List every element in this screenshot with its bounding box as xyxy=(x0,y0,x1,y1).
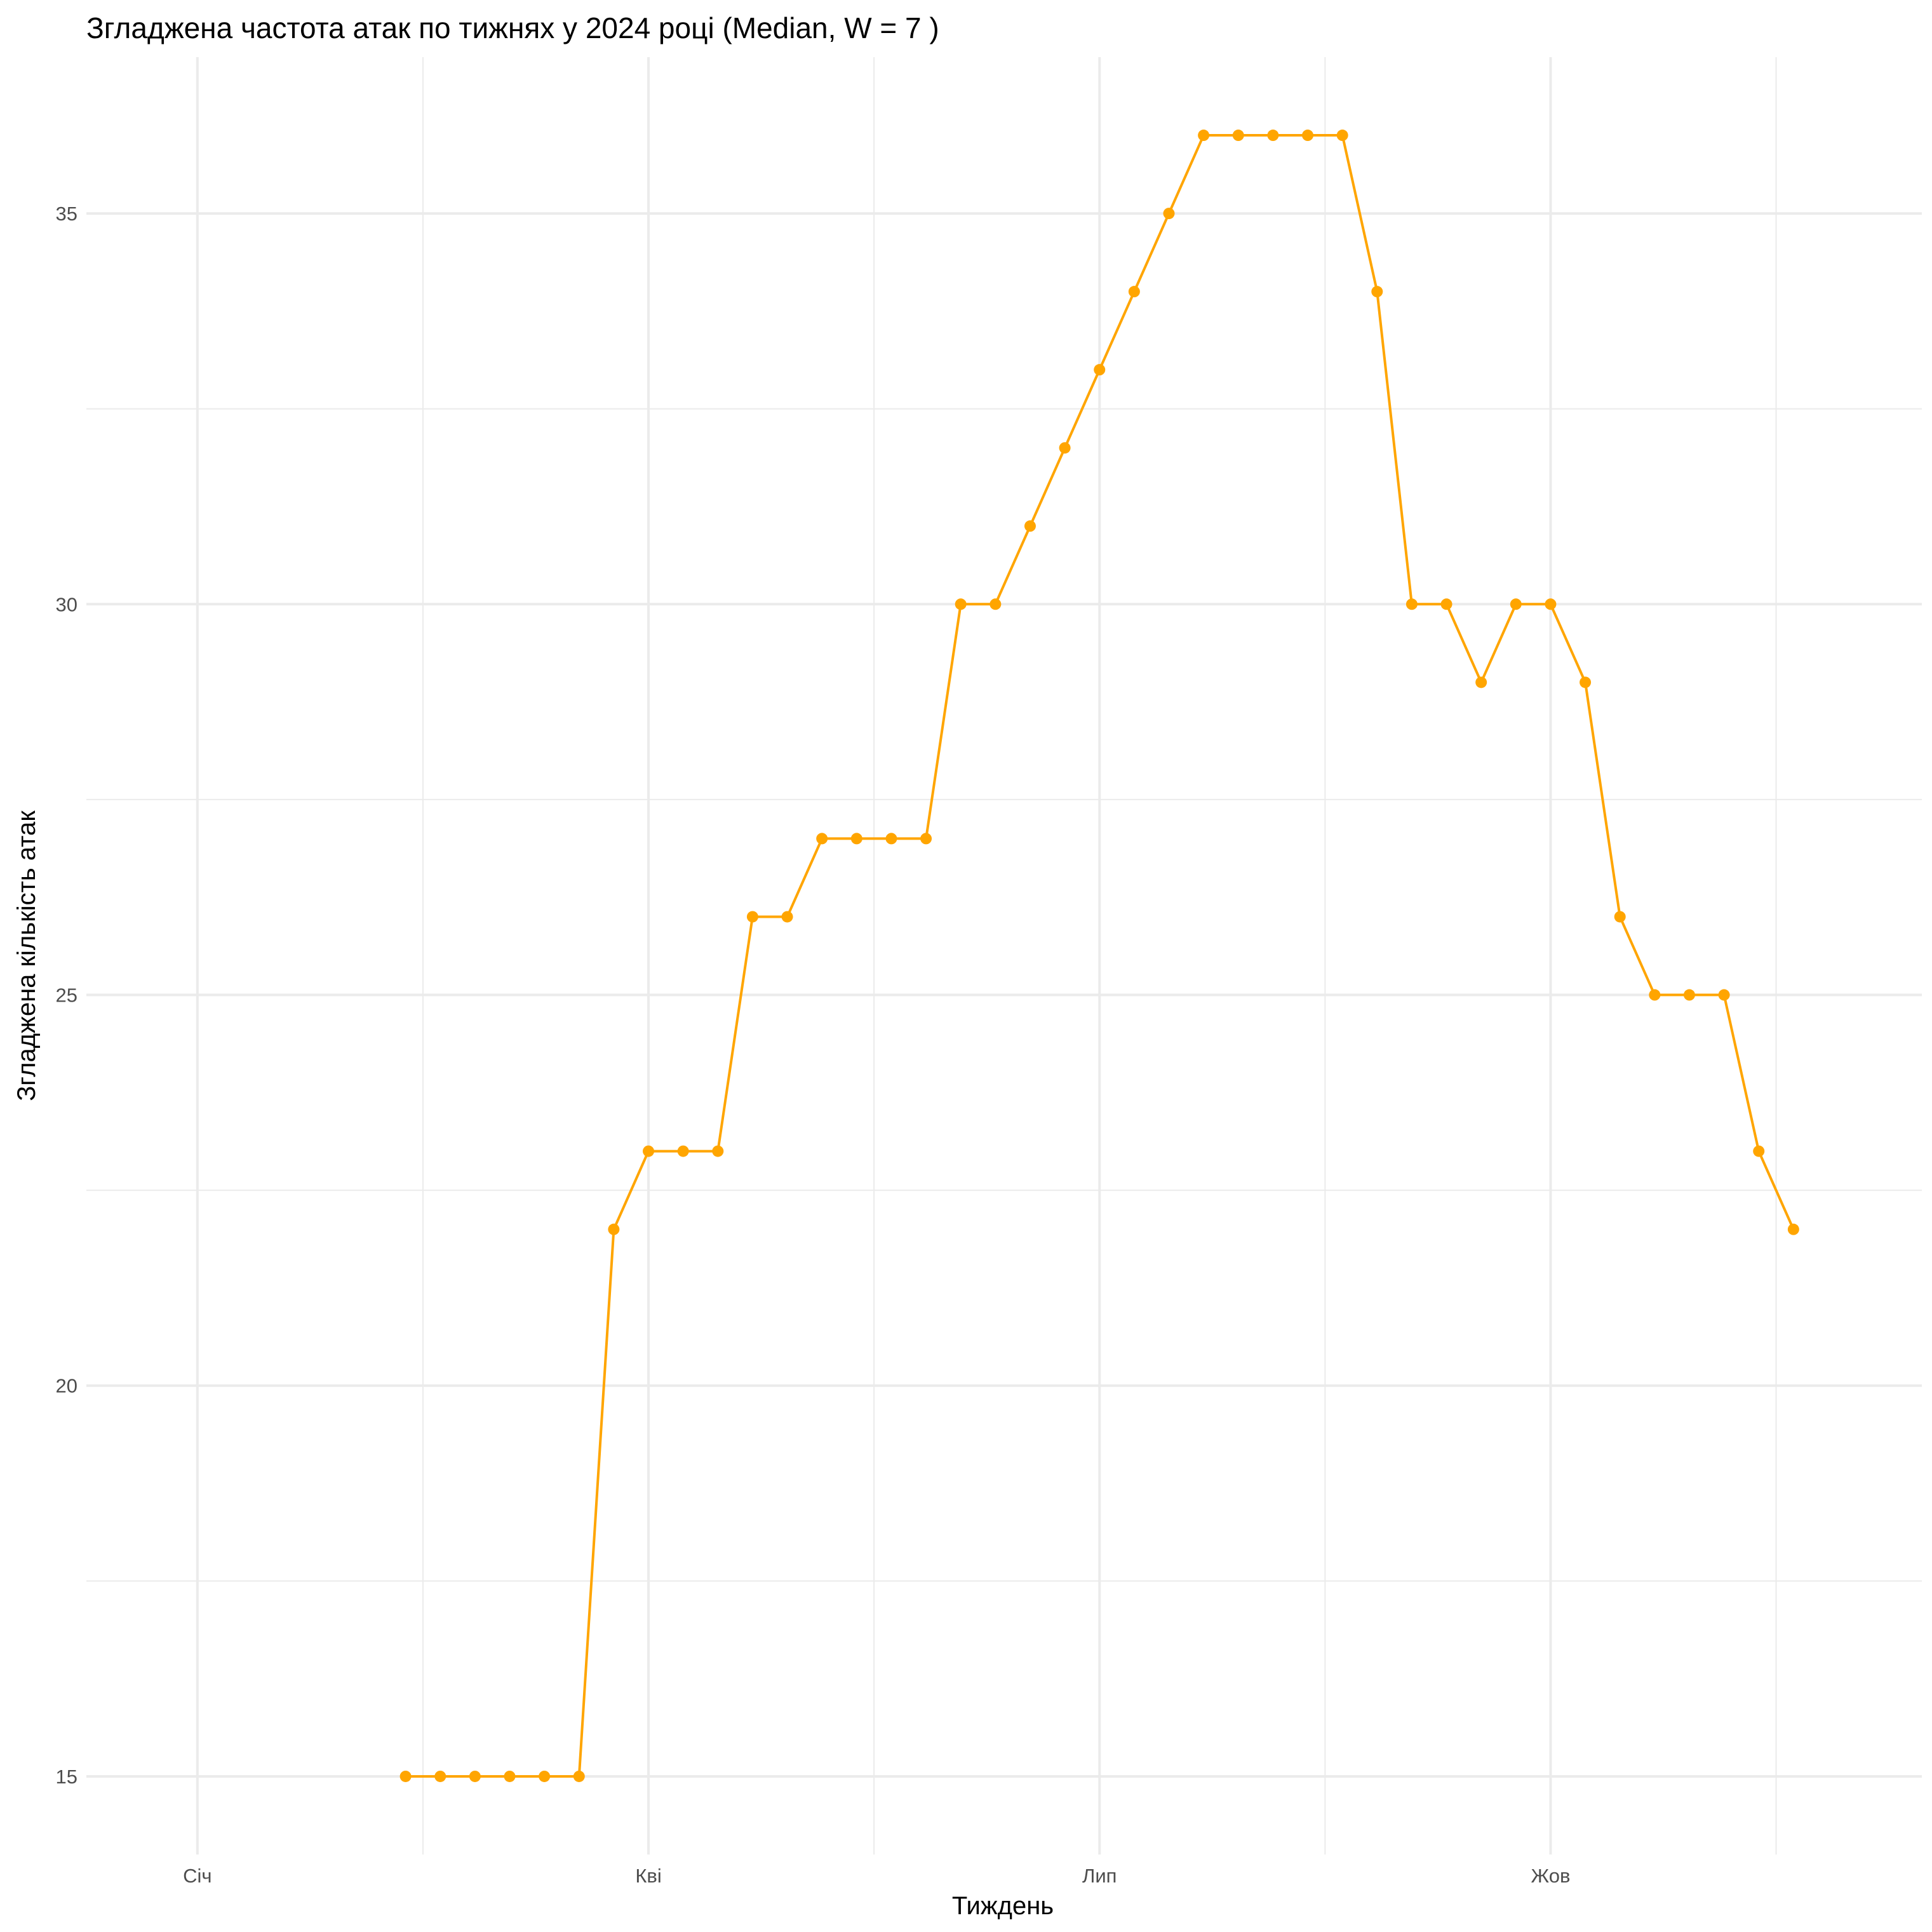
x-axis-ticks: Січ Кві Лип Жов xyxy=(183,1865,1570,1887)
data-point xyxy=(1580,676,1592,688)
data-point xyxy=(1198,130,1210,142)
data-point xyxy=(1371,286,1383,298)
data-point xyxy=(1336,130,1348,142)
data-point xyxy=(1267,130,1279,142)
y-tick-label: 35 xyxy=(56,203,77,225)
x-tick-label: Січ xyxy=(183,1865,211,1887)
x-tick-label: Жов xyxy=(1531,1865,1570,1887)
data-point xyxy=(1545,598,1557,610)
data-point xyxy=(1475,676,1487,688)
data-point xyxy=(1683,989,1695,1001)
data-point xyxy=(677,1145,689,1157)
data-point xyxy=(1405,598,1418,610)
data-point xyxy=(1649,989,1661,1001)
data-point xyxy=(1094,364,1106,376)
data-point xyxy=(504,1770,516,1782)
data-point xyxy=(1163,208,1175,220)
x-tick-label: Лип xyxy=(1082,1865,1117,1887)
data-point xyxy=(1614,911,1626,923)
data-point xyxy=(1024,520,1036,532)
grid xyxy=(86,57,1922,1855)
data-point xyxy=(1787,1223,1799,1235)
y-axis-ticks: 15 20 25 30 35 xyxy=(56,203,77,1788)
data-point xyxy=(643,1145,655,1157)
y-tick-label: 15 xyxy=(56,1766,77,1788)
data-point xyxy=(434,1770,446,1782)
data-point xyxy=(955,598,967,610)
data-point xyxy=(920,833,932,845)
y-tick-label: 20 xyxy=(56,1375,77,1397)
data-point xyxy=(1718,989,1730,1001)
data-point xyxy=(1059,442,1071,454)
data-point xyxy=(608,1223,620,1235)
data-point xyxy=(781,911,793,923)
data-point xyxy=(989,598,1002,610)
y-tick-label: 25 xyxy=(56,984,77,1007)
data-point xyxy=(850,833,862,845)
data-point xyxy=(746,911,758,923)
data-point xyxy=(816,833,828,845)
chart-title: Згладжена частота атак по тижнях у 2024 … xyxy=(86,11,939,44)
data-point xyxy=(1510,598,1522,610)
x-tick-label: Кві xyxy=(635,1865,661,1887)
data-point xyxy=(885,833,897,845)
data-point xyxy=(539,1770,551,1782)
data-point xyxy=(1753,1145,1765,1157)
x-axis-title: Тиждень xyxy=(952,1892,1054,1920)
series-group xyxy=(399,130,1799,1782)
data-point xyxy=(1128,286,1140,298)
data-point xyxy=(1440,598,1452,610)
data-point xyxy=(1302,130,1314,142)
data-point xyxy=(1232,130,1244,142)
data-point xyxy=(712,1145,724,1157)
data-point xyxy=(399,1770,412,1782)
data-point xyxy=(573,1770,585,1782)
y-axis-title: Згладжена кількість атак xyxy=(13,810,41,1101)
data-point xyxy=(469,1770,481,1782)
y-tick-label: 30 xyxy=(56,593,77,615)
